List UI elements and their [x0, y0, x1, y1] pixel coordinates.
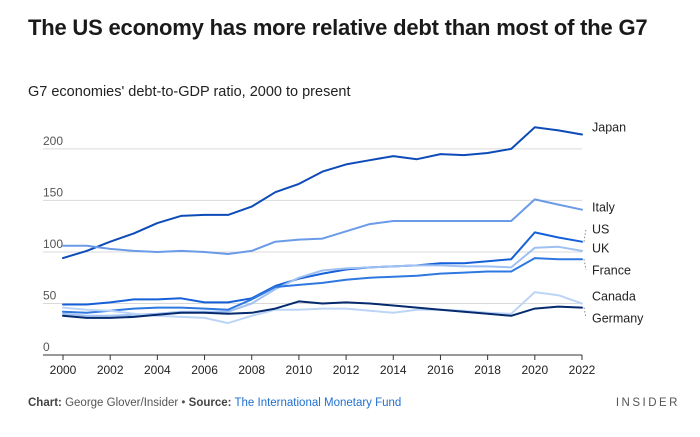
source-label: Source:	[188, 397, 232, 409]
series-label-uk: UK	[592, 242, 610, 256]
y-tick-label: 100	[43, 237, 63, 251]
chart-title: The US economy has more relative debt th…	[28, 15, 648, 40]
series-line-us	[62, 231, 583, 306]
y-tick-label: 0	[43, 340, 50, 354]
insider-logo: INSIDER	[615, 397, 680, 409]
y-tick-label: 150	[43, 185, 63, 199]
series-label-us: US	[592, 223, 609, 237]
label-leader-line	[583, 259, 587, 271]
chart-subtitle: G7 economies' debt-to-GDP ratio, 2000 to…	[28, 84, 351, 100]
series-line-japan	[62, 126, 583, 260]
x-tick-label: 2002	[97, 363, 124, 377]
series-label-japan: Japan	[592, 121, 626, 135]
x-tick-label: 2014	[380, 363, 407, 377]
series-label-canada: Canada	[592, 290, 636, 304]
series-label-germany: Germany	[592, 312, 644, 326]
series-line-italy	[62, 198, 583, 255]
chart-credit-label: Chart:	[28, 397, 62, 409]
x-tick-label: 2012	[333, 363, 360, 377]
x-tick-label: 2006	[191, 363, 218, 377]
x-tick-label: 2016	[427, 363, 454, 377]
series-label-france: France	[592, 264, 631, 278]
y-tick-label: 200	[43, 134, 63, 148]
series-line-france	[62, 257, 583, 314]
x-tick-label: 2000	[50, 363, 77, 377]
x-tick-label: 2018	[474, 363, 501, 377]
footer-credits: Chart: George Glover/Insider • Source: T…	[28, 397, 401, 409]
label-leader-line	[583, 307, 587, 319]
x-tick-label: 2022	[569, 363, 596, 377]
x-tick-label: 2010	[286, 363, 313, 377]
series-line-germany	[62, 300, 583, 319]
series-label-italy: Italy	[592, 201, 616, 215]
footer-bullet: •	[181, 397, 186, 409]
x-tick-label: 2020	[521, 363, 548, 377]
series-line-uk	[62, 245, 583, 317]
y-tick-label: 50	[43, 288, 57, 302]
x-tick-label: 2008	[238, 363, 265, 377]
label-leader-line	[583, 228, 587, 242]
x-tick-label: 2004	[144, 363, 171, 377]
source-link[interactable]: The International Monetary Fund	[234, 397, 402, 409]
chart-credit-author: George Glover/Insider	[65, 397, 179, 409]
